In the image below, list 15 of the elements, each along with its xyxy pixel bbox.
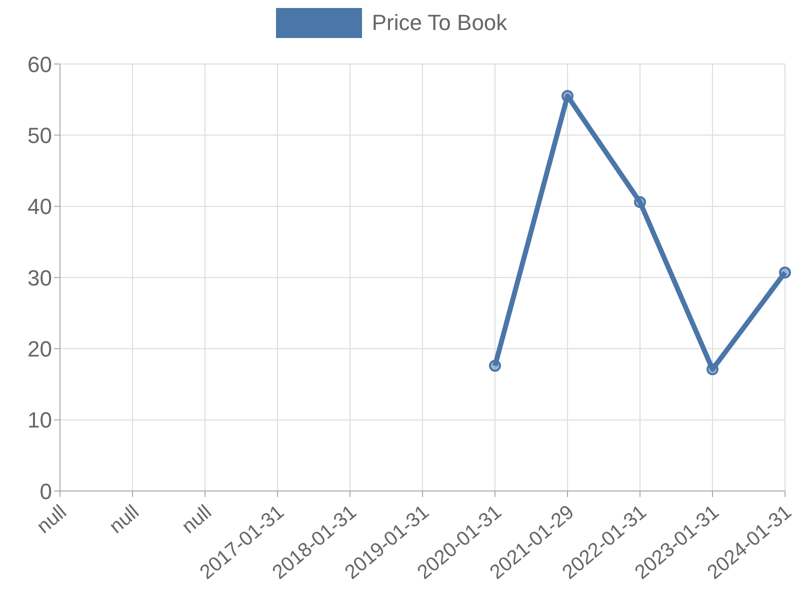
y-tick-label: 60 (28, 52, 52, 77)
y-tick-label: 40 (28, 194, 52, 220)
legend-label: Price To Book (372, 10, 508, 36)
x-tick-label: null (105, 501, 144, 538)
point (489, 360, 501, 372)
point (562, 90, 574, 102)
y-tick-label: 0 (40, 478, 52, 504)
y-tick-label: 20 (28, 336, 52, 362)
y-tick-label: 10 (28, 408, 52, 433)
y-tick-label: 30 (28, 265, 52, 290)
point (779, 266, 791, 279)
y-tick-label: 50 (28, 122, 52, 148)
point (634, 196, 646, 208)
point (706, 363, 718, 376)
x-tick-label: null (32, 501, 71, 538)
